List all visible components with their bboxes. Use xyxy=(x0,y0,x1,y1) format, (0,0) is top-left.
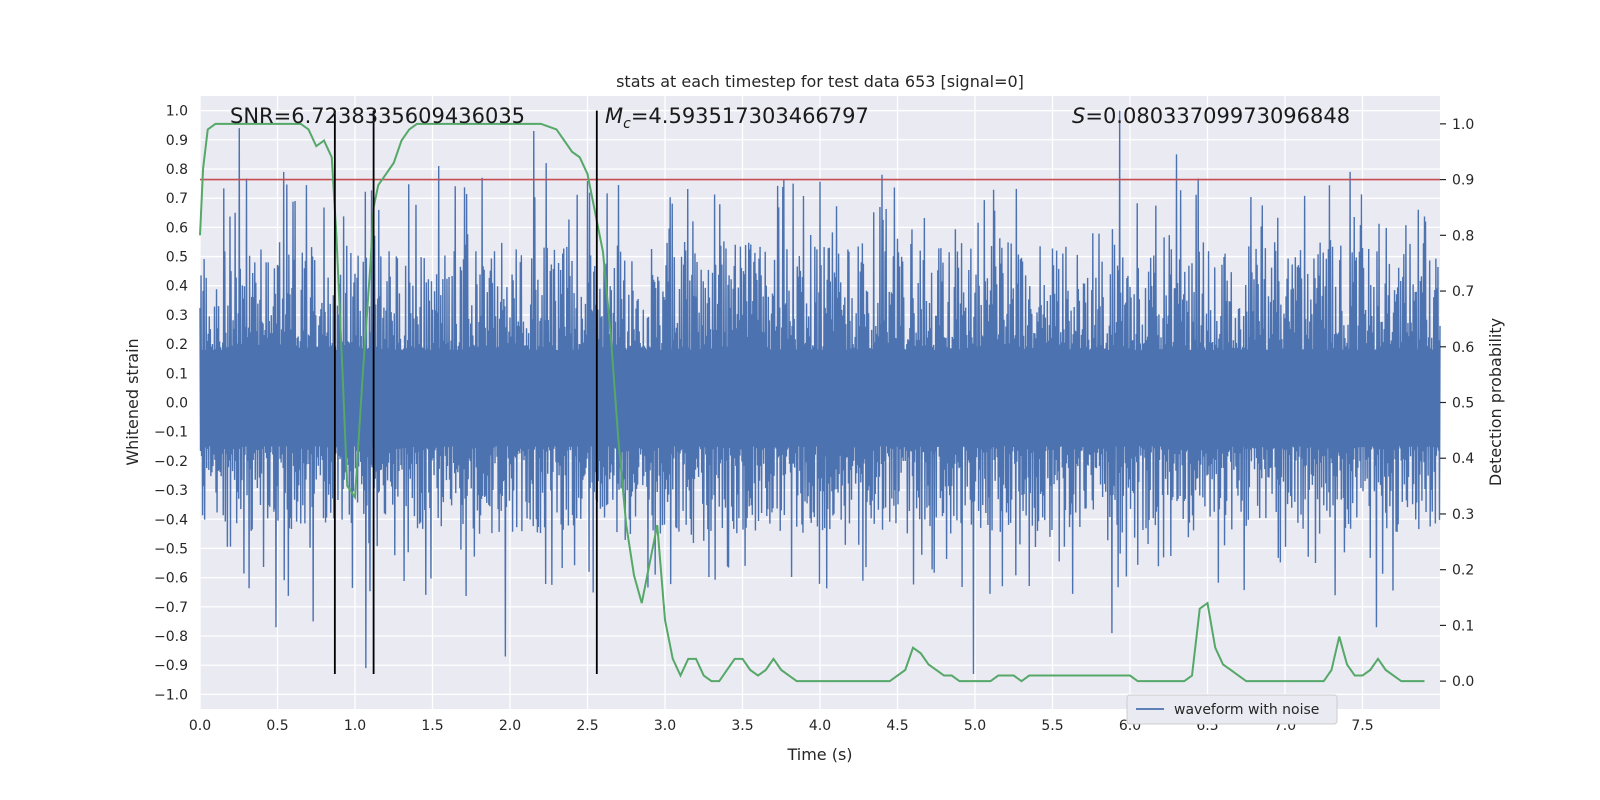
right-y-tick-label: 0.7 xyxy=(1452,284,1474,300)
right-y-axis-ticks: 0.0 0.1 0.2 0.3 0.4 0.5 0.6 0.7 0.8 0.9 1.0 xyxy=(1440,117,1474,690)
x-tick-label: 2.0 xyxy=(499,718,521,734)
right-y-tick-label: 0.6 xyxy=(1452,340,1474,356)
x-tick-label: 4.0 xyxy=(809,718,831,734)
chart-title: stats at each timestep for test data 653… xyxy=(616,72,1024,91)
x-tick-label: 1.5 xyxy=(421,718,443,734)
chirp-mass-value: =4.593517303466797 xyxy=(631,104,869,128)
right-y-tick-label: 0.9 xyxy=(1452,173,1474,189)
detection-probability-line xyxy=(199,122,1425,683)
x-tick-label: 0.0 xyxy=(189,718,211,734)
left-y-tick-label: −0.4 xyxy=(154,512,188,528)
left-y-tick-label: −0.5 xyxy=(154,541,188,557)
left-y-tick-label: 0.6 xyxy=(166,220,188,236)
left-y-tick-label: −1.0 xyxy=(154,687,188,703)
left-y-tick-label: 0.2 xyxy=(166,337,188,353)
left-y-tick-label: 0.3 xyxy=(166,308,188,324)
legend-label: waveform with noise xyxy=(1174,702,1319,718)
chirp-mass-subscript: c xyxy=(623,116,631,132)
chirp-mass-annotation: Mc=4.593517303466797 xyxy=(605,104,869,132)
left-y-tick-label: −0.3 xyxy=(154,483,188,499)
x-tick-label: 2.5 xyxy=(576,718,598,734)
x-axis-label: Time (s) xyxy=(786,745,852,764)
x-tick-label: 1.0 xyxy=(344,718,366,734)
left-y-tick-label: −0.2 xyxy=(154,454,188,470)
right-y-tick-label: 0.4 xyxy=(1452,451,1474,467)
left-y-tick-label: 0.9 xyxy=(166,133,188,149)
right-y-tick-label: 0.8 xyxy=(1452,228,1474,244)
left-y-tick-label: 1.0 xyxy=(166,104,188,120)
left-y-axis-label: Whitened strain xyxy=(123,338,142,465)
legend: waveform with noise xyxy=(1126,694,1338,725)
legend-box xyxy=(1126,694,1338,725)
x-tick-label: 7.5 xyxy=(1351,718,1373,734)
x-tick-label: 5.5 xyxy=(1041,718,1063,734)
left-y-tick-label: 0.8 xyxy=(166,162,188,178)
left-y-tick-label: −0.8 xyxy=(154,629,188,645)
right-y-axis-label: Detection probability xyxy=(1486,318,1505,486)
x-tick-label: 4.5 xyxy=(886,718,908,734)
left-y-tick-label: 0.1 xyxy=(166,366,188,382)
left-y-tick-label: −0.7 xyxy=(154,600,188,616)
left-y-tick-label: −0.6 xyxy=(154,571,188,587)
x-tick-label: 0.5 xyxy=(266,718,288,734)
right-y-tick-label: 1.0 xyxy=(1452,117,1474,133)
snr-annotation: SNR=6.7238335609436035 xyxy=(230,104,525,128)
vertical-markers xyxy=(333,110,598,674)
right-y-tick-label: 0.5 xyxy=(1452,396,1474,412)
x-tick-label: 3.5 xyxy=(731,718,753,734)
right-y-tick-label: 0.3 xyxy=(1452,507,1474,523)
s-symbol: S xyxy=(1072,104,1085,128)
left-y-tick-label: 0.0 xyxy=(166,396,188,412)
right-y-tick-label: 0.1 xyxy=(1452,618,1474,634)
left-y-tick-label: −0.1 xyxy=(154,425,188,441)
chirp-mass-symbol: M xyxy=(605,104,623,128)
x-axis-ticks: 0.0 0.5 1.0 1.5 2.0 2.5 3.0 3.5 4.0 4.5 5.0 5.5 6.0 6… xyxy=(189,718,1374,734)
left-y-axis-ticks: −1.0 −0.9 −0.8 −0.7 −0.6 −0.5 −0.4 −0.3 −0.2 −0.1… xyxy=(154,104,188,704)
x-tick-label: 3.0 xyxy=(654,718,676,734)
right-y-tick-label: 0.0 xyxy=(1452,674,1474,690)
left-y-tick-label: 0.4 xyxy=(166,279,188,295)
left-y-tick-label: −0.9 xyxy=(154,658,188,674)
waveform-series xyxy=(199,110,1441,674)
right-y-tick-label: 0.2 xyxy=(1452,563,1474,579)
probability-series xyxy=(199,122,1425,683)
s-value: =0.08033709973096848 xyxy=(1085,104,1350,128)
waveform-line xyxy=(199,110,1441,674)
left-y-tick-label: 0.7 xyxy=(166,191,188,207)
left-y-tick-label: 0.5 xyxy=(166,250,188,266)
x-tick-label: 5.0 xyxy=(964,718,986,734)
s-annotation: S=0.08033709973096848 xyxy=(1072,104,1350,128)
